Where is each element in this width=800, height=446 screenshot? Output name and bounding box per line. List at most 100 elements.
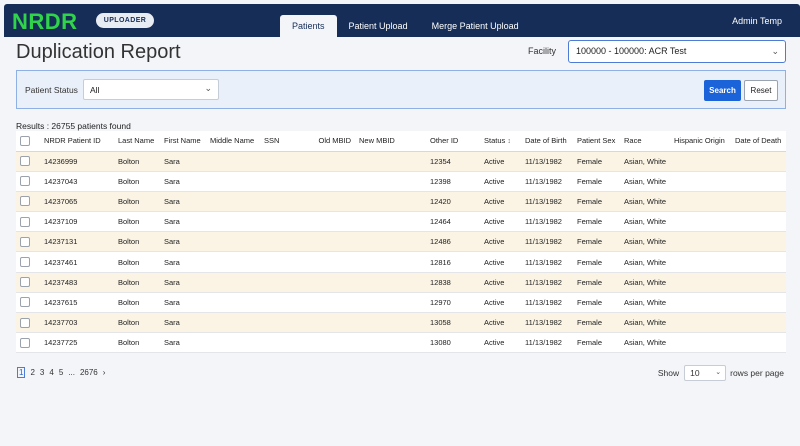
table-row[interactable]: 14237725 Bolton Sara 13080 Active 11/13/1982 F… xyxy=(16,332,786,354)
rows-per-page-select[interactable]: 10 ⌄ xyxy=(684,365,727,381)
col-date-of-birth[interactable]: Date of Birth xyxy=(521,131,573,152)
row-checkbox[interactable] xyxy=(20,337,30,348)
cell-last-name: Bolton xyxy=(114,151,160,172)
cell-patient-sex: Female xyxy=(573,191,620,213)
col-patient-sex[interactable]: Patient Sex xyxy=(573,131,620,152)
table-row[interactable]: 14236999 Bolton Sara 12354 Active 11/13/1982 F… xyxy=(16,151,786,172)
page-3-link[interactable]: 3 xyxy=(39,368,45,377)
patient-status-select[interactable]: All ⌄ xyxy=(83,79,219,100)
cell-ssn xyxy=(260,231,314,253)
page-2-link[interactable]: 2 xyxy=(30,368,35,377)
table-row[interactable]: 14237131 Bolton Sara 12486 Active 11/13/1982 F… xyxy=(16,231,786,253)
cell-date-of-birth: 11/13/1982 xyxy=(521,191,573,213)
row-checkbox[interactable] xyxy=(20,297,30,308)
cell-status: Active xyxy=(480,231,521,253)
cell-hispanic-origin xyxy=(670,272,731,293)
table-row[interactable]: 14237109 Bolton Sara 12464 Active 11/13/1982 F… xyxy=(16,211,786,233)
cell-other-id: 12464 xyxy=(418,211,480,233)
cell-old-mbid xyxy=(314,272,355,293)
col-nrdr-patient-id[interactable]: NRDR Patient ID xyxy=(40,131,114,152)
cell-status: Active xyxy=(480,191,521,213)
table-row[interactable]: 14237483 Bolton Sara 12838 Active 11/13/1982 F… xyxy=(16,272,786,293)
cell-nrdr-patient-id: 14237065 xyxy=(40,191,114,213)
cell-last-name: Bolton xyxy=(114,171,160,192)
row-checkbox[interactable] xyxy=(20,257,30,268)
cell-old-mbid xyxy=(314,292,355,314)
tab-merge-patient-upload[interactable]: Merge Patient Upload xyxy=(431,21,519,31)
col-middle-name[interactable]: Middle Name xyxy=(206,131,260,152)
cell-race: Asian, White xyxy=(620,211,670,233)
col-hispanic-origin[interactable]: Hispanic Origin xyxy=(670,131,731,152)
table-row[interactable]: 14237615 Bolton Sara 12970 Active 11/13/1982 F… xyxy=(16,292,786,314)
cell-middle-name xyxy=(206,231,260,253)
cell-middle-name xyxy=(206,191,260,213)
facility-label: Facility xyxy=(528,46,557,56)
table-row[interactable]: 14237065 Bolton Sara 12420 Active 11/13/1982 F… xyxy=(16,191,786,213)
cell-other-id: 12816 xyxy=(418,251,480,273)
row-checkbox[interactable] xyxy=(20,176,30,187)
page-last-link[interactable]: 2676 xyxy=(79,368,98,377)
cell-old-mbid xyxy=(314,332,355,354)
cell-last-name: Bolton xyxy=(114,272,160,293)
table-row[interactable]: 14237461 Bolton Sara 12816 Active 11/13/1982 F… xyxy=(16,251,786,273)
cell-hispanic-origin xyxy=(670,211,731,233)
cell-other-id: 13058 xyxy=(418,312,480,334)
row-select-cell xyxy=(16,211,40,233)
select-all-checkbox[interactable] xyxy=(20,135,30,146)
cell-race: Asian, White xyxy=(620,312,670,334)
user-menu[interactable]: Admin Temp xyxy=(732,16,782,26)
cell-new-mbid xyxy=(355,171,418,192)
row-checkbox[interactable] xyxy=(20,317,30,328)
col-last-name[interactable]: Last Name xyxy=(114,131,160,152)
cell-hispanic-origin xyxy=(670,151,731,172)
cell-ssn xyxy=(260,211,314,233)
row-checkbox[interactable] xyxy=(20,156,30,167)
cell-first-name: Sara xyxy=(160,251,206,273)
col-old-mbid[interactable]: Old MBID xyxy=(314,131,355,152)
next-page-icon[interactable]: › xyxy=(102,368,106,377)
cell-date-of-birth: 11/13/1982 xyxy=(521,211,573,233)
patients-table: NRDR Patient ID Last Name First Name Mid… xyxy=(16,131,786,354)
cell-ssn xyxy=(260,332,314,354)
row-checkbox[interactable] xyxy=(20,277,30,288)
nrdr-logo[interactable]: NRDR xyxy=(12,9,78,34)
col-ssn[interactable]: SSN xyxy=(260,131,314,152)
cell-old-mbid xyxy=(314,312,355,334)
cell-date-of-birth: 11/13/1982 xyxy=(521,231,573,253)
row-select-cell xyxy=(16,191,40,213)
row-checkbox[interactable] xyxy=(20,236,30,247)
table-row[interactable]: 14237043 Bolton Sara 12398 Active 11/13/1982 F… xyxy=(16,171,786,192)
page-4-link[interactable]: 4 xyxy=(49,368,54,377)
page-5-link[interactable]: 5 xyxy=(58,368,64,377)
tab-patient-upload[interactable]: Patient Upload xyxy=(348,21,408,31)
cell-date-of-death xyxy=(731,151,786,172)
sort-icon: ↕ xyxy=(507,138,511,146)
cell-date-of-birth: 11/13/1982 xyxy=(521,251,573,273)
patient-status-label: Patient Status xyxy=(25,85,78,95)
cell-date-of-death xyxy=(731,312,786,334)
table-row[interactable]: 14237703 Bolton Sara 13058 Active 11/13/1982 F… xyxy=(16,312,786,334)
col-other-id[interactable]: Other ID xyxy=(418,131,480,152)
chevron-down-icon: ⌄ xyxy=(204,83,212,93)
page-1-link[interactable]: 1 xyxy=(17,367,26,378)
row-checkbox[interactable] xyxy=(20,216,30,227)
cell-other-id: 12970 xyxy=(418,292,480,314)
facility-value: 100000 - 100000: ACR Test xyxy=(576,46,687,56)
cell-patient-sex: Female xyxy=(573,171,620,192)
col-race[interactable]: Race xyxy=(620,131,670,152)
col-first-name[interactable]: First Name xyxy=(160,131,206,152)
col-status[interactable]: Status ↕ xyxy=(480,131,521,152)
col-new-mbid[interactable]: New MBID xyxy=(355,131,418,152)
col-date-of-death[interactable]: Date of Death xyxy=(731,131,786,152)
cell-other-id: 12486 xyxy=(418,231,480,253)
cell-status: Active xyxy=(480,251,521,273)
facility-select[interactable]: 100000 - 100000: ACR Test ⌄ xyxy=(568,40,786,63)
cell-first-name: Sara xyxy=(160,231,206,253)
cell-other-id: 12354 xyxy=(418,151,480,172)
cell-middle-name xyxy=(206,332,260,354)
reset-button[interactable]: Reset xyxy=(744,80,778,101)
search-button[interactable]: Search xyxy=(704,80,741,101)
cell-race: Asian, White xyxy=(620,191,670,213)
tab-patients[interactable]: Patients xyxy=(280,15,337,37)
row-checkbox[interactable] xyxy=(20,196,30,207)
